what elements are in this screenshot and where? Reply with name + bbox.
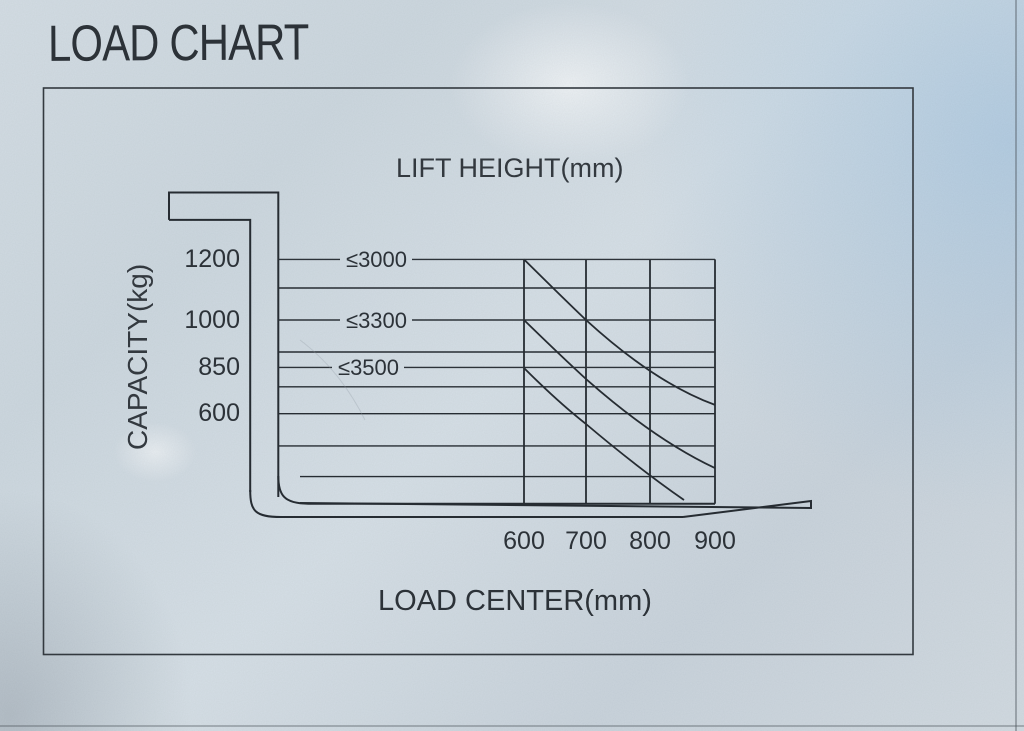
svg-text:1200: 1200 xyxy=(184,245,240,273)
svg-text:≤3300: ≤3300 xyxy=(346,308,407,333)
svg-text:600: 600 xyxy=(198,399,240,427)
svg-text:800: 800 xyxy=(629,527,671,555)
svg-text:900: 900 xyxy=(694,527,736,555)
svg-text:700: 700 xyxy=(565,527,607,555)
svg-text:LIFT HEIGHT(mm): LIFT HEIGHT(mm) xyxy=(396,153,623,183)
svg-text:850: 850 xyxy=(198,353,240,381)
svg-text:≤3000: ≤3000 xyxy=(346,247,407,272)
svg-text:LOAD CHART: LOAD CHART xyxy=(48,14,309,72)
svg-text:CAPACITY(kg): CAPACITY(kg) xyxy=(122,264,153,450)
svg-text:600: 600 xyxy=(503,527,545,555)
svg-text:LOAD CENTER(mm): LOAD CENTER(mm) xyxy=(378,585,652,617)
svg-text:≤3500: ≤3500 xyxy=(338,355,399,380)
svg-text:1000: 1000 xyxy=(184,306,240,334)
